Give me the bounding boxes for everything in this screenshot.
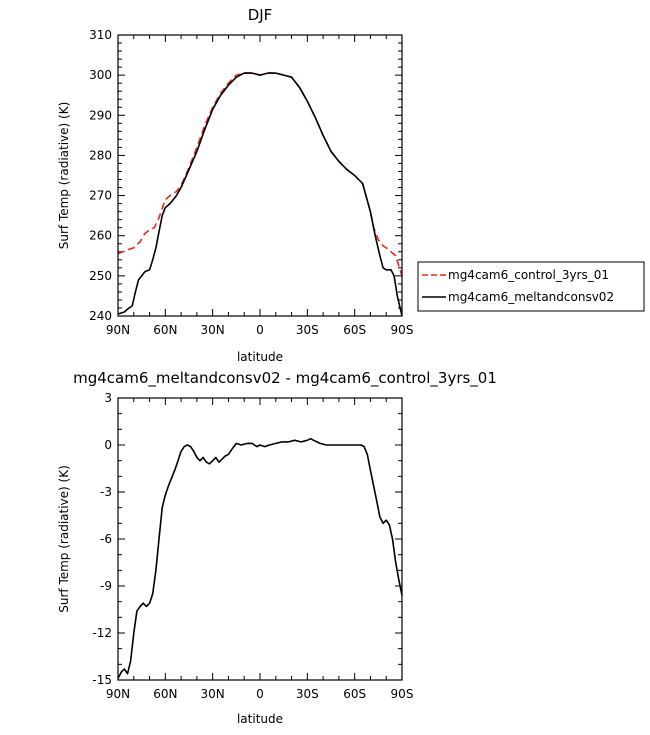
bottom-plot-frame xyxy=(117,397,403,681)
top-series-line-1 xyxy=(117,72,403,317)
bottom-ytick-label-2: -9 xyxy=(100,579,112,593)
bottom-ytick-label-3: -6 xyxy=(100,532,112,546)
bottom-series-lines xyxy=(117,437,403,679)
bottom-ytick-label-0: -15 xyxy=(92,673,112,687)
top-ytick-label-2: 260 xyxy=(89,229,112,243)
bottom-ytick-label-6: 3 xyxy=(104,391,112,405)
bottom-panel: mg4cam6_meltandconsv02 - mg4cam6_control… xyxy=(57,369,497,726)
top-ytick-label-4: 280 xyxy=(89,148,112,162)
top-series-line-0 xyxy=(117,72,403,277)
bottom-x-axis-label: latitude xyxy=(237,712,283,726)
top-xtick-label-4: 30S xyxy=(296,323,319,337)
bottom-xtick-label-0: 90N xyxy=(106,687,130,701)
bottom-xtick-label-4: 30S xyxy=(296,687,319,701)
top-xtick-label-2: 30N xyxy=(201,323,225,337)
top-xtick-label-6: 90S xyxy=(391,323,414,337)
legend-label-control: mg4cam6_control_3yrs_01 xyxy=(448,268,609,282)
bottom-xtick-label-6: 90S xyxy=(391,687,414,701)
top-ytick-label-6: 300 xyxy=(89,68,112,82)
top-xtick-label-3: 0 xyxy=(256,323,264,337)
top-series-lines xyxy=(117,72,403,317)
top-xtick-label-0: 90N xyxy=(106,323,130,337)
legend-label-melt: mg4cam6_meltandconsv02 xyxy=(448,290,614,304)
bottom-xtick-label-5: 60S xyxy=(343,687,366,701)
top-y-axis-label: Surf Temp (radiative) (K) xyxy=(57,102,71,250)
top-ticks: 90N 60N 30N 0 30S 60S 90S 240 250 260 270 280 290 300… xyxy=(89,28,413,337)
top-xtick-label-1: 60N xyxy=(153,323,177,337)
legend-box xyxy=(417,261,645,312)
bottom-ytick-label-4: -3 xyxy=(100,485,112,499)
bottom-xtick-label-3: 0 xyxy=(256,687,264,701)
top-x-axis-label: latitude xyxy=(237,350,283,364)
top-legend: mg4cam6_control_3yrs_01 mg4cam6_meltandc… xyxy=(417,261,645,312)
top-ytick-label-0: 240 xyxy=(89,309,112,323)
top-ytick-label-5: 290 xyxy=(89,108,112,122)
bottom-series-line-0 xyxy=(117,437,403,679)
top-ytick-label-7: 310 xyxy=(89,28,112,42)
bottom-ytick-label-5: 0 xyxy=(104,438,112,452)
top-ytick-label-3: 270 xyxy=(89,189,112,203)
bottom-ticks: 90N 60N 30N 0 30S 60S 90S -15 -12 -9 -6 -3 0 3 xyxy=(92,391,413,701)
bottom-y-axis-label: Surf Temp (radiative) (K) xyxy=(57,465,71,613)
top-chart-title: DJF xyxy=(248,6,273,24)
bottom-xtick-label-1: 60N xyxy=(153,687,177,701)
top-plot-frame xyxy=(117,34,403,317)
bottom-ytick-label-1: -12 xyxy=(92,626,112,640)
top-ytick-label-1: 250 xyxy=(89,269,112,283)
top-panel: DJF Surf Temp (radiative) (K) latitude 9… xyxy=(57,6,645,364)
bottom-chart-title: mg4cam6_meltandconsv02 - mg4cam6_control… xyxy=(73,369,497,388)
bottom-xtick-label-2: 30N xyxy=(201,687,225,701)
top-xtick-label-5: 60S xyxy=(343,323,366,337)
